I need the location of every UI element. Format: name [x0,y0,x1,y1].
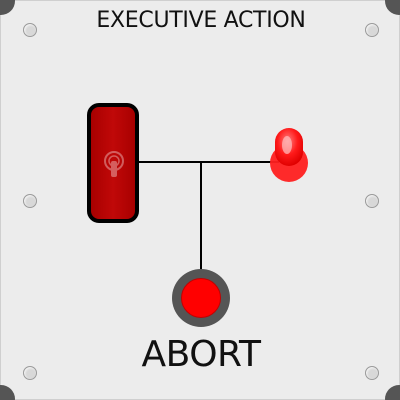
screw-top-right [365,23,379,37]
corner-bumper-bottom-right [385,385,400,400]
corner-bumper-bottom-left [0,385,15,400]
toggle-switch[interactable] [87,103,139,223]
abort-label: ABORT [141,334,261,375]
screw-bottom-left [23,366,37,380]
screw-middle-left [23,194,37,208]
indicator-lamp-icon [270,128,308,182]
screw-middle-right [365,194,379,208]
push-button-icon [181,278,221,318]
panel-title: EXECUTIVE ACTION [96,8,306,33]
screw-bottom-right [365,366,379,380]
screw-top-left [23,23,37,37]
abort-button[interactable] [172,269,230,327]
toggle-switch-icon [104,151,124,177]
corner-bumper-top-right [385,0,400,15]
